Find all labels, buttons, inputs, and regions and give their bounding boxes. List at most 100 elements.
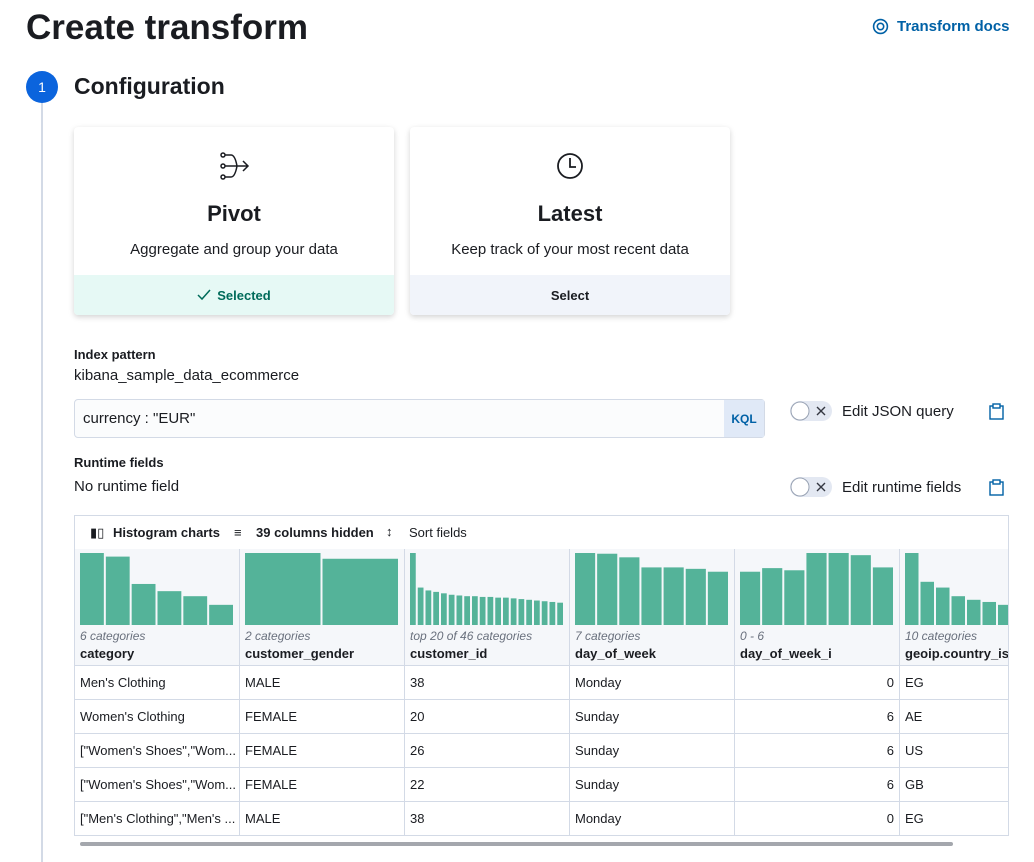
histogram-bar <box>441 593 447 625</box>
column-header: 10 categories geoip.country_iso_ <box>900 549 1009 666</box>
columns-icon: ≡ <box>234 525 242 540</box>
column-name: day_of_week_i <box>740 646 832 661</box>
runtime-value: No runtime field <box>74 478 180 495</box>
copy-icon[interactable] <box>989 479 1004 496</box>
histogram-bar <box>557 602 563 625</box>
histogram-bar <box>417 587 424 625</box>
column-name: customer_id <box>410 646 488 661</box>
histogram-bar <box>472 596 478 625</box>
step-number: 1 <box>26 71 58 103</box>
histogram-bar <box>784 570 805 625</box>
json-toggle-label: Edit JSON query <box>842 403 954 420</box>
grid-cell: 38 <box>405 802 570 835</box>
histogram-bar <box>105 556 130 625</box>
grid-cell: Monday <box>570 666 735 700</box>
grid-cell: 38 <box>405 666 570 700</box>
column-summary: 7 categories <box>575 629 641 643</box>
grid-cell: FEMALE <box>240 700 405 734</box>
grid-cell: 6 <box>735 700 900 734</box>
index-pattern-label: Index pattern <box>74 347 156 362</box>
histogram-bar <box>951 596 965 625</box>
histogram-bar <box>534 600 540 625</box>
grid-cell: FEMALE <box>240 768 405 802</box>
card-button[interactable]: Select <box>410 275 730 315</box>
histogram-bar <box>80 553 104 625</box>
toolbar-button[interactable]: 39 columns hidden <box>256 525 374 540</box>
histogram <box>575 553 728 625</box>
latest-card[interactable]: Latest Keep track of your most recent da… <box>410 127 730 315</box>
histogram-bar <box>575 553 596 625</box>
query-language-button[interactable]: KQL <box>724 400 764 437</box>
card-button-label: Select <box>550 287 590 303</box>
histogram-bar <box>806 553 827 625</box>
histogram <box>80 553 233 625</box>
column-name: day_of_week <box>575 646 656 661</box>
column-name: customer_gender <box>245 646 355 661</box>
histogram-bar <box>433 591 439 625</box>
card-description: Keep track of your most recent data <box>451 241 689 258</box>
histogram-bar <box>410 553 416 625</box>
pivot-icon <box>220 152 250 180</box>
copy-icon[interactable] <box>989 403 1004 420</box>
histogram-bar <box>448 594 455 625</box>
histogram-bar <box>322 558 398 625</box>
column-summary: 6 categories <box>80 629 146 643</box>
grid-cell: 26 <box>405 734 570 768</box>
sort-icon: ↕ <box>386 524 393 539</box>
column-header: top 20 of 46 categories customer_id <box>405 549 570 666</box>
histogram-bar <box>518 599 525 625</box>
column-name: category <box>80 646 135 661</box>
grid-cell: 0 <box>735 802 900 835</box>
grid-cell: Women's Clothing <box>75 700 240 734</box>
help-icon <box>872 18 889 35</box>
column-name: geoip.country_iso_ <box>905 646 1009 661</box>
toggle-knob <box>790 401 826 421</box>
grid-toolbar: ▮▯ Histogram charts ≡ 39 columns hidden … <box>75 516 1008 550</box>
query-input[interactable]: currency : "EUR" KQL <box>74 399 765 438</box>
grid-cell: FEMALE <box>240 734 405 768</box>
histogram-bar <box>740 571 761 625</box>
grid-cell: Sunday <box>570 734 735 768</box>
runtime-toggle[interactable] <box>790 477 832 497</box>
docs-link-text[interactable]: Transform docs <box>897 18 1010 35</box>
histogram-bar <box>131 583 156 625</box>
column-header: 2 categories customer_gender <box>240 549 405 666</box>
grid-cell: Sunday <box>570 768 735 802</box>
histogram-bar <box>549 601 556 625</box>
grid-cell: 22 <box>405 768 570 802</box>
column-summary: 2 categories <box>245 629 311 643</box>
card-description: Aggregate and group your data <box>130 241 338 258</box>
docs-link[interactable]: Transform docs <box>872 18 1010 35</box>
index-pattern-value: kibana_sample_data_ecommerce <box>74 367 300 384</box>
toolbar-button[interactable]: Histogram charts <box>113 525 220 540</box>
histogram-bar <box>872 567 893 625</box>
step-title: Configuration <box>74 73 225 99</box>
grid-cell: MALE <box>240 802 405 835</box>
grid-cell: Sunday <box>570 700 735 734</box>
column-header: 6 categories category <box>75 549 240 666</box>
histogram-bar <box>762 568 783 625</box>
histogram-bar <box>209 604 233 625</box>
histogram-bar <box>663 567 684 625</box>
grid-cell: AE <box>900 700 1008 734</box>
histogram-bar <box>828 553 849 625</box>
card-title: Latest <box>537 201 603 226</box>
toolbar-button[interactable]: Sort fields <box>409 525 467 540</box>
histogram <box>245 553 398 625</box>
histogram-bar <box>920 581 934 625</box>
histogram-bar <box>541 601 548 625</box>
histogram-bar <box>905 553 919 625</box>
check-icon <box>197 289 211 301</box>
grid-cell: 6 <box>735 734 900 768</box>
histogram-bar <box>597 553 618 625</box>
grid-cell: ["Women's Shoes","Wom... <box>75 768 240 802</box>
histogram <box>410 553 563 625</box>
pivot-card[interactable]: Pivot Aggregate and group your data Sele… <box>74 127 394 315</box>
card-button[interactable]: Selected <box>74 275 394 315</box>
histogram-bar <box>157 591 182 625</box>
query-text: currency : "EUR" <box>83 410 196 427</box>
json-toggle[interactable] <box>790 401 832 421</box>
grid-cell: 0 <box>735 666 900 700</box>
histogram-bar <box>526 599 532 625</box>
histogram-bar <box>998 604 1008 625</box>
